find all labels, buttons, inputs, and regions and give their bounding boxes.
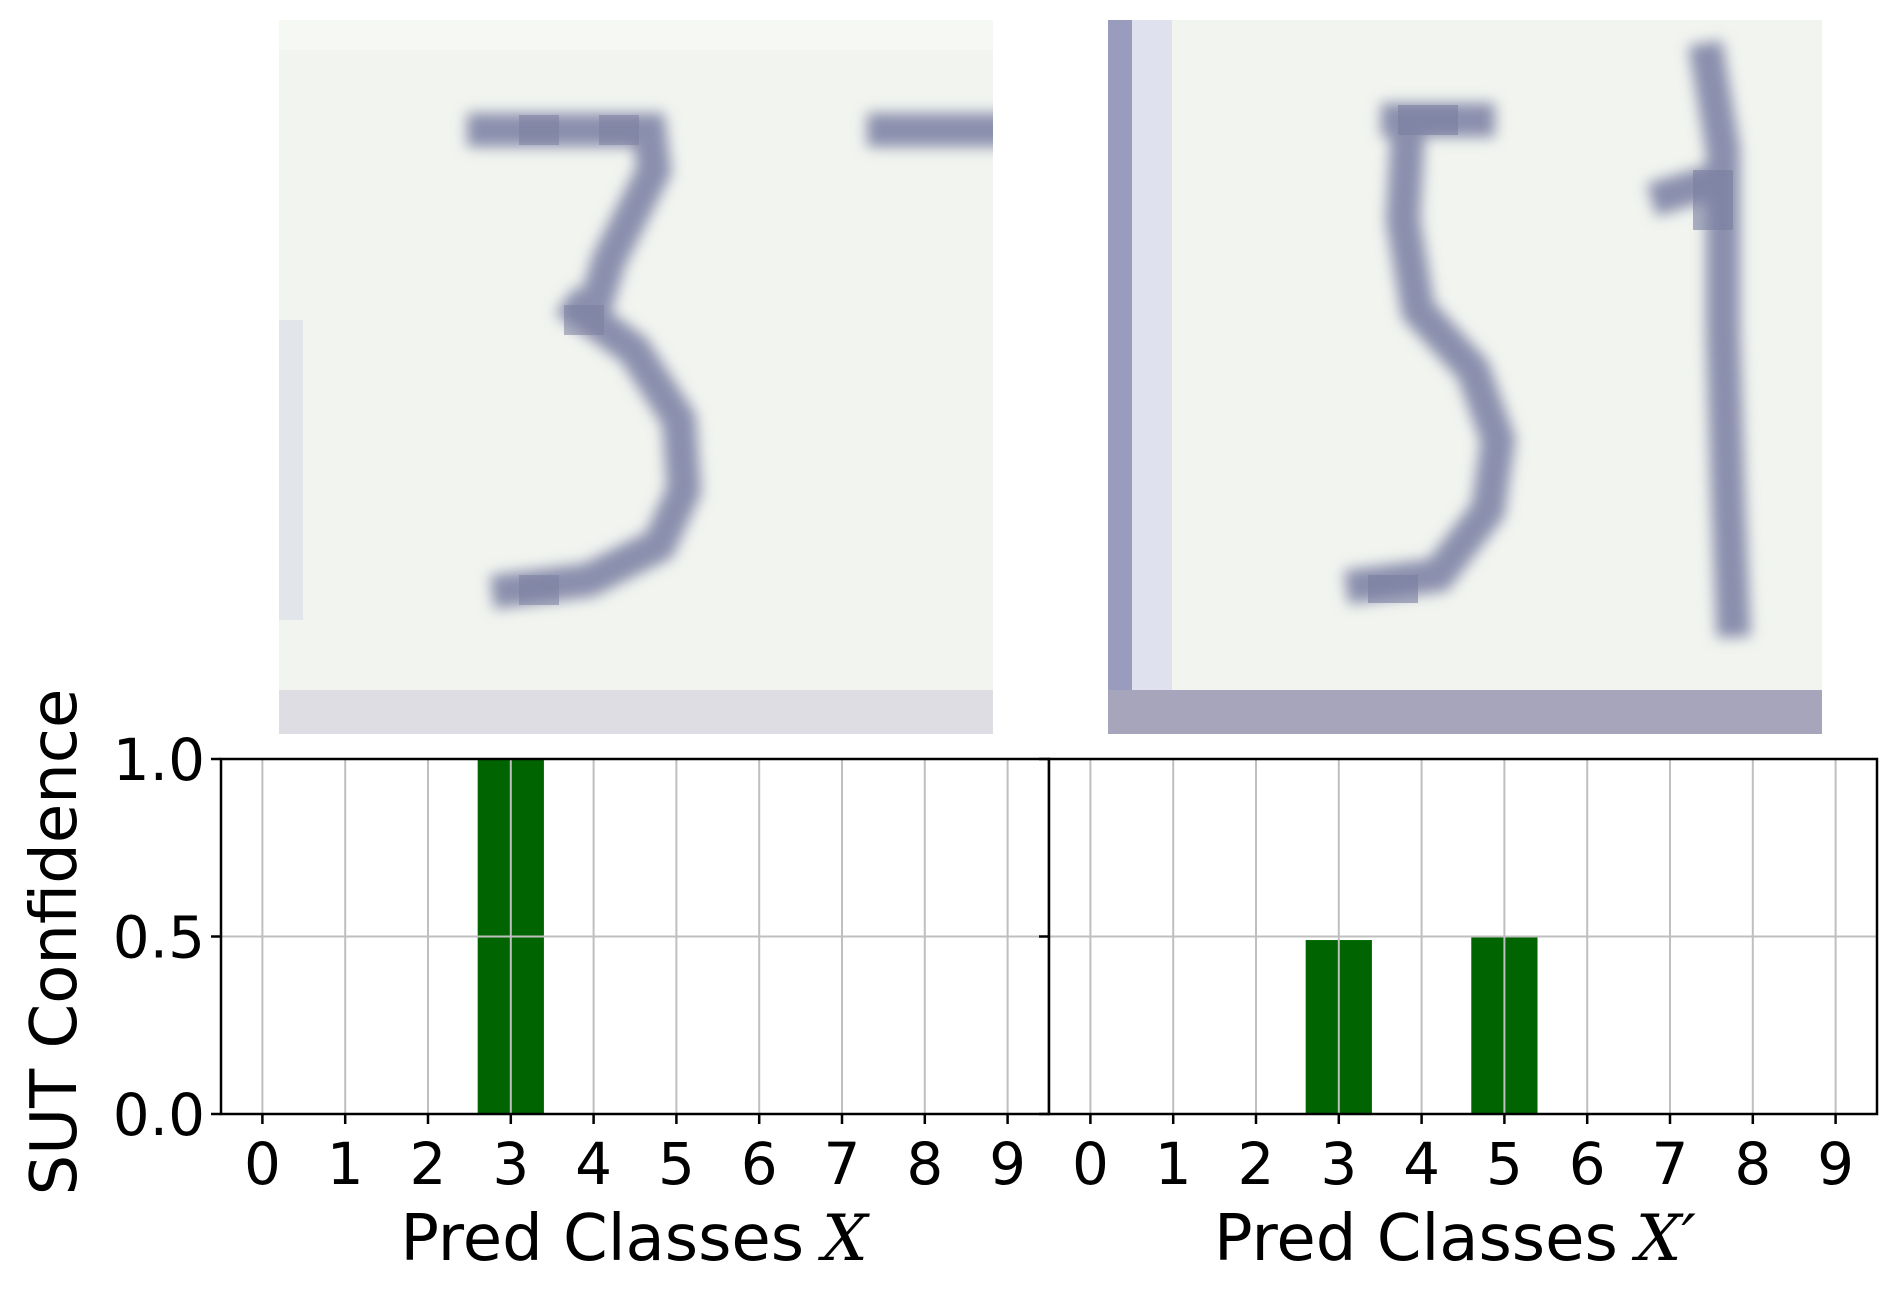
x-tick-label: 2 [410, 1130, 447, 1198]
x-tick-label: 0 [1072, 1130, 1109, 1198]
x-axis-label-text: Pred Classes [400, 1202, 804, 1276]
generated-image-x-prime [1108, 20, 1822, 734]
chart-panel-x: 0 1 2 3 4 5 6 7 8 9 0.0 0.5 1.0 [113, 726, 1051, 1198]
x-tick-label: 5 [1486, 1130, 1523, 1198]
y-tick-label: 0.5 [113, 904, 205, 972]
x-tick-label: 9 [1817, 1130, 1854, 1198]
x-tick-label: 3 [1320, 1130, 1357, 1198]
x-tick-label: 7 [1652, 1130, 1689, 1198]
x-tick-label: 8 [906, 1130, 943, 1198]
x-axis-label-text: Pred Classes [1214, 1202, 1618, 1276]
x-tick-label: 2 [1238, 1130, 1275, 1198]
x-tick-label: 0 [244, 1130, 281, 1198]
x-tick-label: 1 [1155, 1130, 1192, 1198]
x-tick-label: 6 [741, 1130, 778, 1198]
y-tick-label: 1.0 [113, 726, 205, 794]
y-axis-label: SUT Confidence [18, 689, 92, 1196]
x-tick-label: 6 [1569, 1130, 1606, 1198]
x-tick-label: 4 [575, 1130, 612, 1198]
x-tick-label: 4 [1403, 1130, 1440, 1198]
x-tick-label: 1 [327, 1130, 364, 1198]
x-axis-label-math: X′ [1631, 1202, 1697, 1276]
x-tick-label: 8 [1734, 1130, 1771, 1198]
digit-three-image [279, 20, 993, 734]
x-tick-label: 5 [658, 1130, 695, 1198]
x-tick-label: 9 [989, 1130, 1026, 1198]
input-image-x [279, 20, 993, 734]
x-tick-label: 3 [492, 1130, 529, 1198]
x-tick-label: 7 [824, 1130, 861, 1198]
y-tick-label: 0.0 [113, 1081, 205, 1149]
x-axis-label-x: Pred Classes X [400, 1202, 870, 1276]
digit-five-image [1108, 20, 1822, 734]
x-axis-label-x-prime: Pred Classes X′ [1214, 1202, 1696, 1276]
x-axis-label-math: X [817, 1202, 870, 1276]
